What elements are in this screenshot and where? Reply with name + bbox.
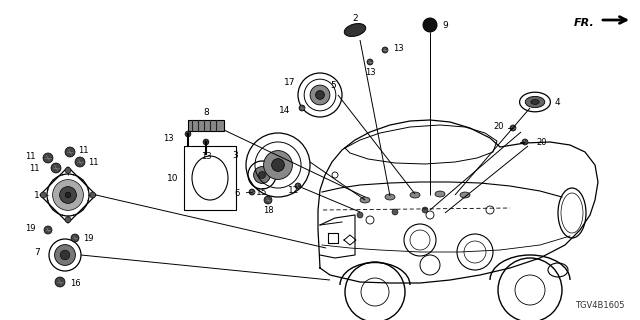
- Circle shape: [60, 187, 76, 204]
- Text: 14: 14: [278, 106, 290, 115]
- Circle shape: [367, 59, 373, 65]
- Circle shape: [65, 192, 71, 198]
- Text: 17: 17: [284, 77, 295, 86]
- Text: 19: 19: [83, 234, 93, 243]
- Ellipse shape: [435, 191, 445, 197]
- Circle shape: [43, 153, 53, 163]
- Ellipse shape: [360, 197, 370, 203]
- Text: 10: 10: [166, 173, 178, 182]
- Circle shape: [203, 139, 209, 145]
- Ellipse shape: [525, 96, 545, 108]
- Circle shape: [253, 167, 271, 183]
- Text: 13: 13: [163, 133, 174, 142]
- Circle shape: [54, 244, 76, 265]
- Text: 20: 20: [493, 122, 504, 131]
- Text: 3: 3: [232, 150, 238, 159]
- Text: 8: 8: [203, 108, 209, 116]
- Circle shape: [75, 157, 85, 167]
- Text: 11: 11: [26, 151, 36, 161]
- Text: 6: 6: [235, 188, 240, 197]
- Circle shape: [90, 192, 95, 198]
- Circle shape: [382, 47, 388, 53]
- Circle shape: [55, 277, 65, 287]
- Text: 19: 19: [26, 223, 36, 233]
- Text: 2: 2: [352, 13, 358, 22]
- Circle shape: [310, 85, 330, 105]
- Text: 18: 18: [262, 205, 273, 214]
- Circle shape: [65, 147, 75, 157]
- Ellipse shape: [344, 24, 365, 36]
- Text: 13: 13: [201, 151, 211, 161]
- Text: 7: 7: [34, 247, 40, 257]
- Text: 4: 4: [555, 98, 561, 107]
- Circle shape: [65, 217, 71, 223]
- Circle shape: [271, 159, 284, 172]
- Text: 11: 11: [78, 146, 88, 155]
- Ellipse shape: [385, 194, 395, 200]
- Circle shape: [510, 125, 516, 131]
- Text: 5: 5: [330, 81, 336, 90]
- Text: 20: 20: [536, 138, 547, 147]
- Circle shape: [65, 167, 71, 173]
- Text: TGV4B1605: TGV4B1605: [575, 301, 625, 310]
- Circle shape: [422, 207, 428, 213]
- Circle shape: [522, 139, 528, 145]
- Circle shape: [40, 192, 46, 198]
- FancyBboxPatch shape: [188, 119, 224, 131]
- Text: 13: 13: [365, 68, 375, 76]
- Circle shape: [51, 163, 61, 173]
- Circle shape: [264, 151, 292, 180]
- Text: 11: 11: [88, 157, 99, 166]
- Text: 9: 9: [442, 20, 448, 29]
- Circle shape: [316, 91, 324, 100]
- Text: FR.: FR.: [574, 18, 595, 28]
- Circle shape: [249, 189, 255, 195]
- Ellipse shape: [460, 192, 470, 198]
- Circle shape: [299, 105, 305, 111]
- Text: 11: 11: [29, 164, 40, 172]
- Circle shape: [44, 226, 52, 234]
- Circle shape: [60, 250, 70, 260]
- Text: 12: 12: [288, 186, 300, 195]
- Text: 13: 13: [393, 44, 404, 52]
- Circle shape: [392, 209, 398, 215]
- Circle shape: [264, 196, 272, 204]
- Text: 15: 15: [256, 188, 268, 196]
- Circle shape: [423, 18, 437, 32]
- Circle shape: [185, 131, 191, 137]
- Text: 16: 16: [70, 279, 81, 289]
- Circle shape: [357, 212, 363, 218]
- Ellipse shape: [531, 100, 540, 104]
- Text: 1: 1: [34, 190, 40, 199]
- Circle shape: [295, 183, 301, 189]
- Circle shape: [71, 234, 79, 242]
- Ellipse shape: [410, 192, 420, 198]
- Circle shape: [259, 172, 266, 179]
- Circle shape: [52, 180, 83, 211]
